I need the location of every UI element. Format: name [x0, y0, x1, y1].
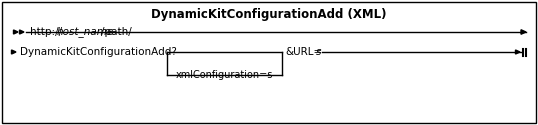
Text: http://: http:// — [30, 27, 62, 37]
Text: &URL=: &URL= — [285, 47, 322, 57]
Text: s: s — [316, 47, 321, 57]
Text: host_name: host_name — [57, 26, 114, 38]
Polygon shape — [521, 30, 526, 34]
Text: xmlConfiguration=s: xmlConfiguration=s — [176, 70, 273, 80]
Polygon shape — [19, 30, 24, 34]
Text: DynamicKitConfigurationAdd (XML): DynamicKitConfigurationAdd (XML) — [151, 8, 387, 21]
Text: DynamicKitConfigurationAdd?: DynamicKitConfigurationAdd? — [20, 47, 177, 57]
Polygon shape — [13, 30, 18, 34]
Polygon shape — [11, 50, 16, 54]
Polygon shape — [515, 50, 520, 54]
Text: /path/: /path/ — [101, 27, 132, 37]
